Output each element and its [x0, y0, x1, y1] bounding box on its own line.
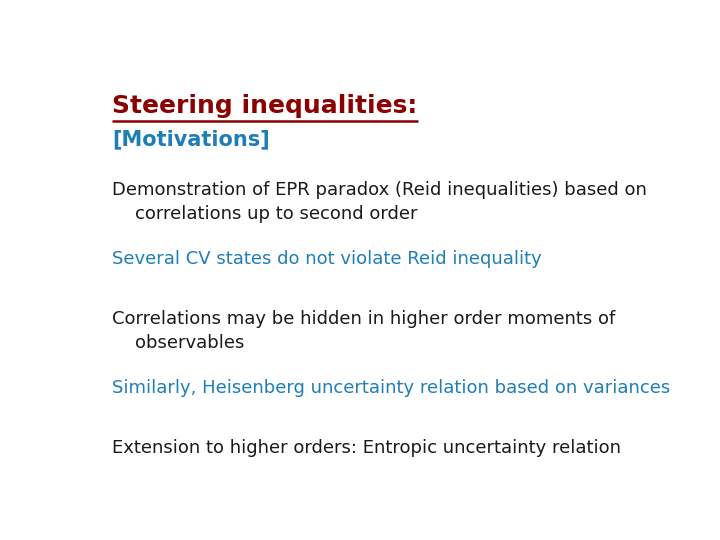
- Text: Several CV states do not violate Reid inequality: Several CV states do not violate Reid in…: [112, 250, 542, 268]
- Text: Demonstration of EPR paradox (Reid inequalities) based on
    correlations up to: Demonstration of EPR paradox (Reid inequ…: [112, 181, 647, 223]
- Text: Similarly, Heisenberg uncertainty relation based on variances: Similarly, Heisenberg uncertainty relati…: [112, 379, 670, 397]
- Text: Steering inequalities:: Steering inequalities:: [112, 94, 418, 118]
- Text: [Motivations]: [Motivations]: [112, 129, 270, 149]
- Text: Extension to higher orders: Entropic uncertainty relation: Extension to higher orders: Entropic unc…: [112, 439, 621, 457]
- Text: Correlations may be hidden in higher order moments of
    observables: Correlations may be hidden in higher ord…: [112, 310, 616, 352]
